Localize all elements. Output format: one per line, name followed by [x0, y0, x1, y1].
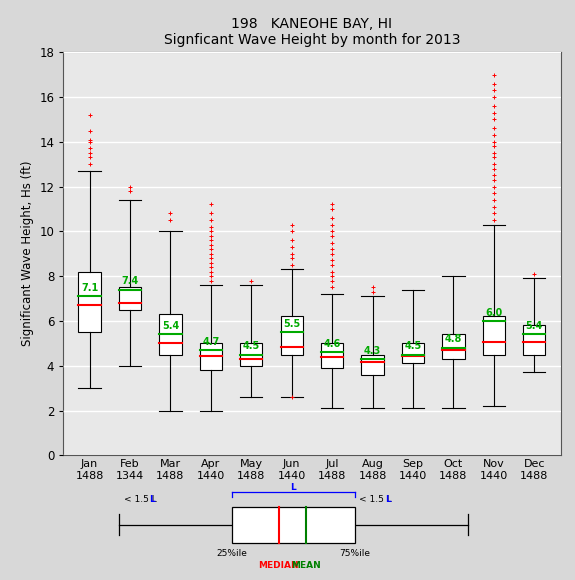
- Text: 6.0: 6.0: [485, 307, 503, 318]
- Text: 7.4: 7.4: [121, 276, 139, 286]
- Bar: [159, 314, 182, 354]
- Bar: [402, 343, 424, 364]
- Title: 198   KANEOHE BAY, HI
Signficant Wave Height by month for 2013: 198 KANEOHE BAY, HI Signficant Wave Heig…: [164, 17, 460, 47]
- Bar: [523, 325, 546, 354]
- Bar: [78, 271, 101, 332]
- Y-axis label: Significant Wave Height, Hs (ft): Significant Wave Height, Hs (ft): [21, 161, 34, 346]
- Text: 5.5: 5.5: [283, 319, 300, 329]
- Text: 4.5: 4.5: [243, 341, 260, 351]
- Text: 4.7: 4.7: [202, 336, 220, 347]
- Text: 5.4: 5.4: [162, 321, 179, 331]
- Bar: [240, 343, 262, 366]
- Bar: [321, 343, 343, 368]
- Bar: [483, 317, 505, 354]
- Text: MEAN: MEAN: [290, 561, 320, 570]
- Text: 25%ile: 25%ile: [217, 549, 247, 558]
- Text: 4.6: 4.6: [324, 339, 341, 349]
- Text: 7.1: 7.1: [81, 283, 98, 293]
- Text: L: L: [290, 483, 296, 492]
- Text: < 1.5 L: < 1.5 L: [124, 495, 156, 505]
- Bar: [442, 334, 465, 359]
- Text: 75%ile: 75%ile: [339, 549, 370, 558]
- Text: 4.3: 4.3: [364, 346, 381, 356]
- Bar: [119, 287, 141, 310]
- Text: MEDIAN: MEDIAN: [258, 561, 299, 570]
- Bar: [232, 507, 355, 543]
- Text: 4.5: 4.5: [404, 341, 421, 351]
- Bar: [281, 317, 303, 354]
- Text: L: L: [385, 495, 391, 505]
- Text: 5.4: 5.4: [526, 321, 543, 331]
- Bar: [362, 354, 384, 375]
- Text: L: L: [150, 495, 155, 505]
- Text: < 1.5 L: < 1.5 L: [359, 495, 392, 505]
- Text: 4.8: 4.8: [445, 335, 462, 345]
- Bar: [200, 343, 222, 370]
